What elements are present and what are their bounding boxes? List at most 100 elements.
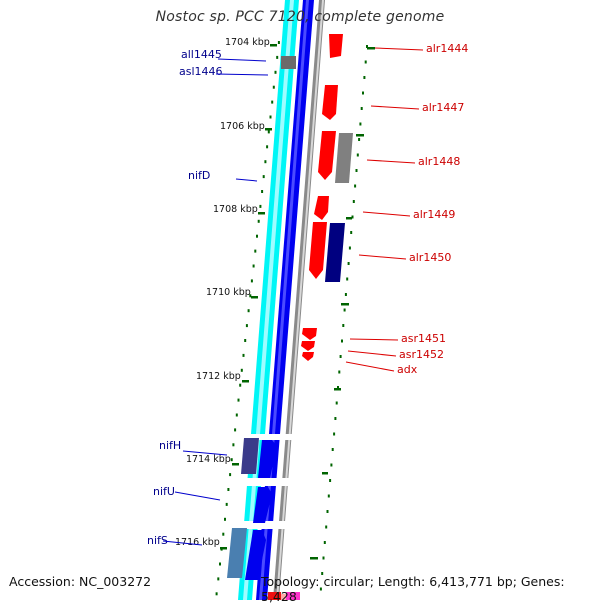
gene-arrow-nifU[interactable] (253, 487, 272, 523)
gene-label-nifU[interactable]: nifU (153, 485, 175, 498)
scale-tick (230, 458, 233, 462)
gene-label-asl1446[interactable]: asl1446 (179, 65, 223, 78)
scale-tick (240, 368, 243, 372)
leader-line (235, 178, 258, 182)
gene-alr1450[interactable] (309, 222, 327, 279)
leader-line (217, 58, 267, 62)
gene-block-nifH[interactable] (241, 438, 259, 474)
scale-tick (224, 517, 226, 521)
scale-tick (274, 70, 277, 74)
major-tick (367, 47, 375, 50)
scale-tick (321, 572, 324, 575)
scale-ticks-left (215, 41, 280, 596)
gene-block-alr1450-navy[interactable] (325, 223, 345, 282)
scale-ticks-right (310, 45, 375, 591)
scale-tick (363, 76, 366, 79)
scale-tick (271, 100, 274, 104)
gene-alr1447[interactable] (322, 85, 338, 120)
gene-label-nifH[interactable]: nifH (159, 439, 181, 452)
scale-tick (326, 510, 329, 513)
gene-label-alr1444[interactable]: alr1444 (426, 42, 468, 55)
gene-adx[interactable] (302, 352, 314, 361)
gene-block-nifS[interactable] (227, 528, 247, 578)
scale-tick (354, 184, 357, 188)
scale-tick (269, 115, 272, 119)
scale-label-tick (232, 463, 239, 466)
scale-tick (359, 122, 362, 126)
scale-tick (219, 562, 221, 566)
gene-alr1444[interactable] (329, 34, 343, 58)
scale-tick (277, 41, 280, 44)
gene-label-asr1451[interactable]: asr1451 (401, 332, 446, 345)
scale-label: 1704 kbp (225, 37, 270, 48)
leader-line (182, 450, 228, 456)
scale-label-tick (242, 380, 249, 383)
gene-label-alr1450[interactable]: alr1450 (409, 251, 451, 264)
scale-tick (325, 525, 328, 529)
scale-tick (337, 386, 339, 389)
scale-tick (352, 200, 355, 203)
gene-alr1448[interactable] (318, 131, 336, 180)
leader-line (215, 73, 269, 76)
scale-tick (242, 353, 245, 357)
scale-tick (250, 279, 253, 283)
scale-tick (237, 398, 240, 402)
scale-tick (351, 215, 354, 219)
scale-labels: 1704 kbp 1706 kbp 1708 kbp 1710 kbp 1712 kbp… (175, 37, 277, 550)
leader-line (370, 105, 420, 110)
scale-label: 1708 kbp (213, 204, 258, 215)
scale-tick (350, 231, 353, 234)
leader-line (366, 159, 416, 164)
bottom-fragment-magenta (286, 592, 300, 600)
gene-label-all1445[interactable]: all1445 (181, 48, 222, 61)
scale-tick (335, 401, 338, 405)
scale-tick (252, 264, 255, 268)
gene-label-nifS[interactable]: nifS (147, 534, 168, 547)
leader-line (162, 540, 203, 546)
gene-label-alr1449[interactable]: alr1449 (413, 208, 455, 221)
scale-tick (276, 55, 279, 59)
scale-tick (330, 463, 333, 467)
scale-label: 1716 kbp (175, 537, 220, 548)
gene-label-nifD[interactable]: nifD (188, 169, 210, 182)
scale-label: 1706 kbp (220, 121, 265, 132)
major-tick (334, 388, 341, 391)
scale-tick (358, 138, 361, 141)
gene-label-alr1448[interactable]: alr1448 (418, 155, 460, 168)
major-tick (322, 472, 328, 475)
scale-tick (256, 234, 258, 238)
major-tick (310, 557, 318, 560)
backbone-light-line (276, 0, 324, 600)
scale-tick (261, 190, 264, 193)
scale-tick (339, 355, 342, 358)
scale-tick (323, 541, 326, 544)
gene-arrow-nifH[interactable] (258, 440, 277, 478)
scale-tick (272, 85, 275, 89)
gene-label-alr1447[interactable]: alr1447 (422, 101, 464, 114)
gene-label-adx[interactable]: adx (397, 363, 418, 376)
leader-line (345, 361, 395, 372)
scale-tick (338, 370, 341, 374)
leader-line (374, 47, 424, 51)
scale-tick (215, 592, 218, 596)
gene-block-alr1448-gray[interactable] (335, 133, 353, 183)
bottom-fragment-red (268, 592, 281, 600)
scale-tick (267, 130, 270, 134)
gene-asr1451[interactable] (302, 328, 317, 340)
gene-asr1452[interactable] (301, 341, 315, 351)
gene-label-asr1452[interactable]: asr1452 (399, 348, 444, 361)
scale-tick (344, 293, 347, 296)
scale-tick (229, 473, 232, 477)
scale-tick (348, 246, 351, 250)
gene-arrow-nifS[interactable] (245, 530, 266, 580)
scale-label: 1712 kbp (196, 371, 241, 382)
scale-tick (360, 107, 363, 110)
scale-label-tick (251, 296, 258, 299)
gene-alr1449[interactable] (314, 196, 329, 220)
scale-tick (262, 175, 265, 179)
strand-gap (235, 521, 292, 529)
scale-label-tick (270, 44, 277, 47)
scale-label-tick (220, 547, 227, 550)
gene-block-asl1446[interactable] (281, 56, 296, 69)
